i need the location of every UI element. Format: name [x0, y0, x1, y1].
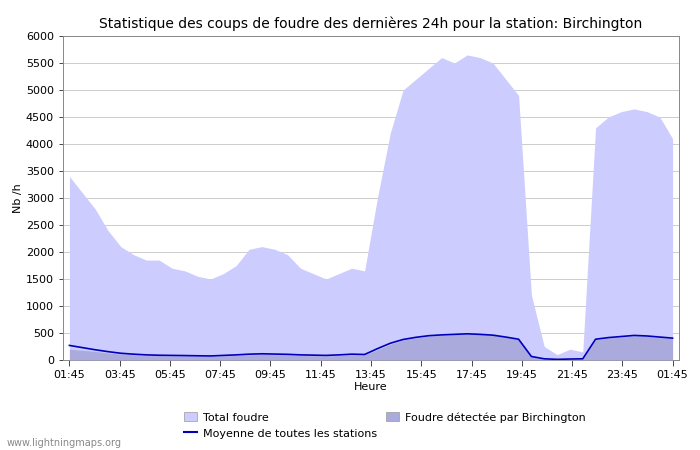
- X-axis label: Heure: Heure: [354, 382, 388, 392]
- Text: www.lightningmaps.org: www.lightningmaps.org: [7, 438, 122, 448]
- Title: Statistique des coups de foudre des dernières 24h pour la station: Birchington: Statistique des coups de foudre des dern…: [99, 16, 643, 31]
- Legend: Total foudre, Moyenne de toutes les stations, Foudre détectée par Birchington: Total foudre, Moyenne de toutes les stat…: [179, 408, 590, 443]
- Y-axis label: Nb /h: Nb /h: [13, 183, 23, 213]
